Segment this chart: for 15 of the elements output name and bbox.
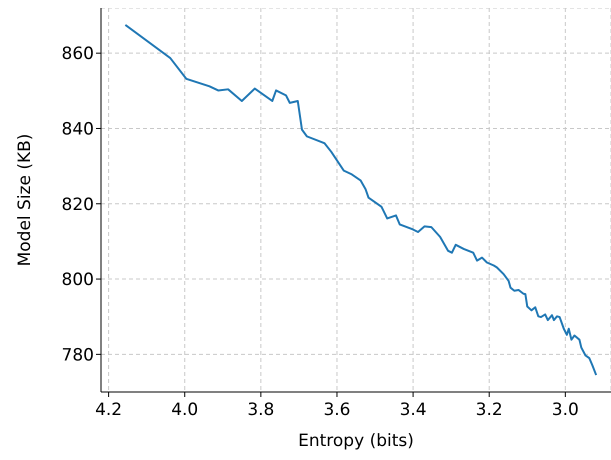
x-axis-title: Entropy (bits) <box>298 431 414 451</box>
x-tick-label: 4.2 <box>95 400 122 420</box>
y-axis-title: Model Size (KB) <box>15 134 36 266</box>
x-tick-label: 3.0 <box>552 400 579 420</box>
y-tick-label: 820 <box>62 194 94 215</box>
x-tick-label: 3.8 <box>247 400 274 420</box>
x-tick-label: 3.2 <box>476 400 503 420</box>
y-tick-label: 840 <box>62 120 94 140</box>
x-tick-label: 4.0 <box>171 400 198 420</box>
line-series <box>124 24 598 376</box>
y-tick-label: 780 <box>62 345 94 366</box>
y-tick-label: 800 <box>62 270 94 290</box>
x-tick-label: 3.4 <box>400 400 427 420</box>
y-tick-label: 860 <box>62 44 94 64</box>
x-tick-label: 3.6 <box>323 400 350 420</box>
